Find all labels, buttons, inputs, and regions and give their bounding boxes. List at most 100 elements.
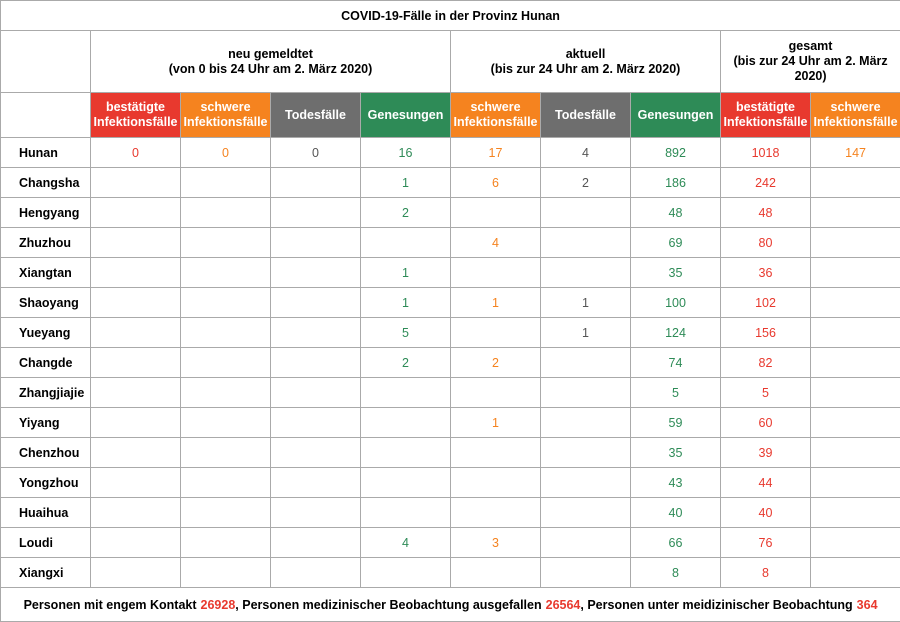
column-header-line: Infektionsfälle: [721, 115, 810, 130]
column-header: Genesungen: [631, 93, 721, 138]
value-cell: [811, 468, 900, 498]
value-cell: [451, 438, 541, 468]
value-cell: [811, 558, 900, 588]
group-header: gesamt(bis zur 24 Uhr am 2. März 2020): [721, 31, 900, 93]
region-name: Xiangxi: [1, 558, 91, 588]
value-cell: 40: [721, 498, 811, 528]
region-name: Zhangjiajie: [1, 378, 91, 408]
value-cell: 76: [721, 528, 811, 558]
footer-label: , Personen unter meidizinischer Beobacht…: [580, 598, 852, 612]
value-cell: [181, 498, 271, 528]
group-subtitle: (bis zur 24 Uhr am 2. März 2020): [451, 62, 720, 77]
value-cell: 102: [721, 288, 811, 318]
value-cell: [181, 348, 271, 378]
value-cell: 59: [631, 408, 721, 438]
region-name: Changsha: [1, 168, 91, 198]
value-cell: 5: [631, 378, 721, 408]
value-cell: [361, 468, 451, 498]
value-cell: 43: [631, 468, 721, 498]
value-cell: [361, 408, 451, 438]
value-cell: [91, 198, 181, 228]
value-cell: 8: [631, 558, 721, 588]
value-cell: 156: [721, 318, 811, 348]
value-cell: [271, 498, 361, 528]
value-cell: 1: [361, 288, 451, 318]
footer-value: 26564: [546, 598, 581, 612]
column-header-line: Genesungen: [631, 108, 720, 123]
column-header-line: bestätigte: [721, 100, 810, 115]
value-cell: [91, 228, 181, 258]
value-cell: 1: [451, 408, 541, 438]
value-cell: [811, 288, 900, 318]
value-cell: [541, 438, 631, 468]
value-cell: [91, 288, 181, 318]
value-cell: [91, 168, 181, 198]
value-cell: [451, 378, 541, 408]
value-cell: 16: [361, 138, 451, 168]
value-cell: [361, 378, 451, 408]
value-cell: 1: [361, 168, 451, 198]
value-cell: [361, 558, 451, 588]
value-cell: 80: [721, 228, 811, 258]
value-cell: [181, 528, 271, 558]
value-cell: [91, 528, 181, 558]
column-header-line: Todesfälle: [541, 108, 630, 123]
value-cell: 6: [451, 168, 541, 198]
value-cell: [451, 198, 541, 228]
value-cell: 44: [721, 468, 811, 498]
value-cell: 186: [631, 168, 721, 198]
value-cell: [181, 228, 271, 258]
value-cell: [181, 378, 271, 408]
value-cell: [181, 258, 271, 288]
footer-label: Personen mit engem Kontakt: [24, 598, 197, 612]
region-name: Xiangtan: [1, 258, 91, 288]
value-cell: [91, 348, 181, 378]
value-cell: [811, 408, 900, 438]
value-cell: 60: [721, 408, 811, 438]
value-cell: [91, 468, 181, 498]
value-cell: 1: [541, 318, 631, 348]
value-cell: [91, 438, 181, 468]
value-cell: [181, 438, 271, 468]
value-cell: 3: [451, 528, 541, 558]
value-cell: [541, 558, 631, 588]
value-cell: 0: [91, 138, 181, 168]
value-cell: [181, 288, 271, 318]
value-cell: [271, 558, 361, 588]
value-cell: [811, 228, 900, 258]
value-cell: 40: [631, 498, 721, 528]
group-header: aktuell(bis zur 24 Uhr am 2. März 2020): [451, 31, 721, 93]
value-cell: [811, 378, 900, 408]
group-subtitle: (bis zur 24 Uhr am 2. März 2020): [721, 54, 900, 84]
value-cell: 66: [631, 528, 721, 558]
value-cell: 0: [271, 138, 361, 168]
table-title: COVID-19-Fälle in der Provinz Hunan: [1, 1, 900, 31]
value-cell: [91, 318, 181, 348]
region-name: Changde: [1, 348, 91, 378]
value-cell: [541, 228, 631, 258]
row: neu gemeldtet(von 0 bis 24 Uhr am 2. Mär…: [1, 31, 900, 93]
row: COVID-19-Fälle in der Provinz Hunan: [1, 1, 900, 31]
value-cell: [451, 318, 541, 348]
value-cell: [811, 258, 900, 288]
value-cell: 39: [721, 438, 811, 468]
value-cell: [181, 168, 271, 198]
value-cell: 5: [721, 378, 811, 408]
value-cell: [181, 468, 271, 498]
group-title: aktuell: [451, 47, 720, 62]
value-cell: 1: [541, 288, 631, 318]
footer-value: 26928: [201, 598, 236, 612]
value-cell: [541, 528, 631, 558]
value-cell: [451, 558, 541, 588]
value-cell: 36: [721, 258, 811, 288]
value-cell: [181, 408, 271, 438]
value-cell: [541, 258, 631, 288]
